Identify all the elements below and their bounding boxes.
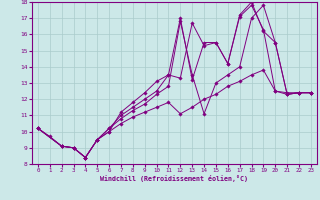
X-axis label: Windchill (Refroidissement éolien,°C): Windchill (Refroidissement éolien,°C)	[100, 175, 248, 182]
